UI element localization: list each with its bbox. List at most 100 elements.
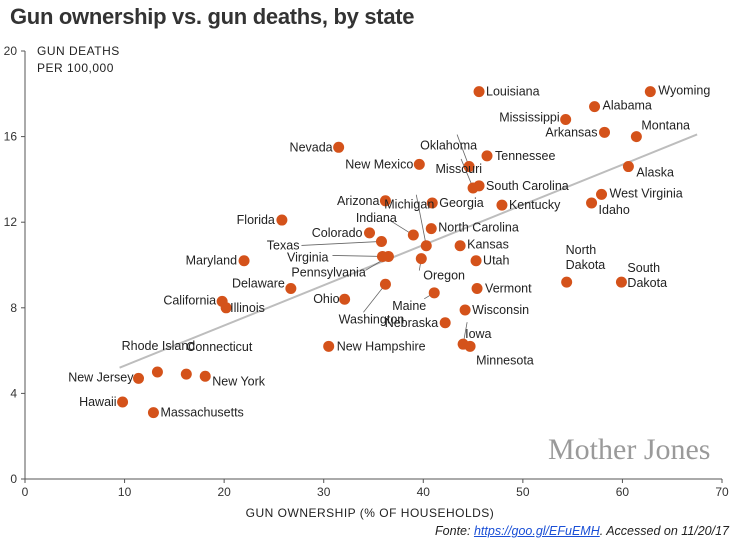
label-colorado: Colorado bbox=[312, 226, 363, 240]
label-oregon: Oregon bbox=[423, 269, 465, 283]
label-indiana: Indiana bbox=[356, 211, 397, 225]
y-axis-label: PER 100,000 bbox=[37, 61, 114, 75]
point-south-dakota bbox=[615, 276, 627, 288]
label-new-jersey: New Jersey bbox=[68, 370, 134, 384]
point-idaho bbox=[586, 197, 598, 209]
label-new-mexico: New Mexico bbox=[345, 157, 413, 171]
label-iowa: Iowa bbox=[465, 327, 491, 341]
leader-texas bbox=[301, 241, 382, 246]
point-north-carolina bbox=[425, 223, 437, 235]
label-massachusetts: Massachusetts bbox=[160, 406, 243, 420]
label-oklahoma: Oklahoma bbox=[420, 139, 477, 153]
leader-washington bbox=[363, 284, 386, 313]
label-tennessee: Tennessee bbox=[495, 149, 556, 163]
point-maine bbox=[428, 287, 440, 299]
label-west-virginia: West Virginia bbox=[610, 186, 683, 200]
point-illinois bbox=[220, 302, 232, 314]
label-ohio: Ohio bbox=[313, 292, 339, 306]
leader-oklahoma bbox=[456, 134, 470, 167]
point-alaska bbox=[622, 161, 634, 173]
point-new-jersey bbox=[133, 372, 145, 384]
point-mississippi bbox=[560, 113, 572, 125]
point-new-mexico bbox=[413, 158, 425, 170]
point-arizona bbox=[379, 195, 391, 207]
point-indiana bbox=[407, 229, 419, 241]
point-massachusetts bbox=[147, 407, 159, 419]
label-vermont: Vermont bbox=[485, 282, 532, 296]
point-wyoming bbox=[644, 86, 656, 98]
label-wisconsin: Wisconsin bbox=[472, 303, 529, 317]
point-west-virginia bbox=[596, 188, 608, 200]
label-georgia: Georgia bbox=[439, 196, 484, 210]
label-wyoming: Wyoming bbox=[658, 84, 710, 98]
point-vermont bbox=[471, 283, 483, 295]
y-axis-label: GUN DEATHS bbox=[37, 44, 120, 58]
y-tick-label: 16 bbox=[4, 130, 18, 144]
point-pennsylvania bbox=[382, 250, 394, 262]
label-arizona: Arizona bbox=[337, 194, 379, 208]
point-wisconsin bbox=[459, 304, 471, 316]
label-michigan: Michigan bbox=[384, 198, 434, 212]
label-maryland: Maryland bbox=[186, 254, 237, 268]
label-virginia: Virginia bbox=[287, 250, 329, 264]
x-tick-label: 10 bbox=[118, 485, 132, 499]
point-minnesota bbox=[464, 340, 476, 352]
point-tennessee bbox=[481, 150, 493, 162]
label-maine: Maine bbox=[392, 299, 426, 313]
x-tick-label: 60 bbox=[616, 485, 630, 499]
label-north-dakota: North Dakota bbox=[566, 243, 606, 272]
x-tick-label: 30 bbox=[317, 485, 331, 499]
point-georgia bbox=[426, 197, 438, 209]
label-rhode-island: Rhode Island bbox=[122, 339, 196, 353]
point-utah bbox=[470, 255, 482, 267]
watermark: Mother Jones bbox=[548, 433, 710, 466]
point-oregon bbox=[415, 253, 427, 265]
point-michigan bbox=[420, 240, 432, 252]
chart-title: Gun ownership vs. gun deaths, by state bbox=[10, 4, 415, 29]
label-louisiana: Louisiana bbox=[486, 85, 540, 99]
y-tick-label: 20 bbox=[4, 44, 18, 58]
label-connecticut: Connecticut bbox=[186, 340, 253, 354]
point-new-hampshire bbox=[323, 340, 335, 352]
point-texas bbox=[375, 235, 387, 247]
point-kentucky bbox=[496, 199, 508, 211]
label-kansas: Kansas bbox=[467, 238, 509, 252]
x-tick-label: 20 bbox=[217, 485, 231, 499]
point-south-carolina bbox=[473, 180, 485, 192]
label-washington: Washington bbox=[339, 312, 405, 326]
label-montana: Montana bbox=[641, 119, 690, 133]
label-illinois: Illinois bbox=[230, 301, 265, 315]
label-south-dakota: South Dakota bbox=[627, 261, 667, 290]
leader-virginia bbox=[332, 255, 383, 257]
label-pennsylvania: Pennsylvania bbox=[291, 265, 365, 279]
y-tick-label: 12 bbox=[4, 215, 18, 229]
y-tick-label: 4 bbox=[10, 386, 17, 400]
label-hawaii: Hawaii bbox=[79, 395, 117, 409]
label-arkansas: Arkansas bbox=[545, 125, 597, 139]
leader-michigan bbox=[415, 194, 427, 246]
point-new-york bbox=[199, 370, 211, 382]
point-north-dakota bbox=[561, 276, 573, 288]
source-prefix: Fonte: bbox=[435, 524, 474, 538]
label-kentucky: Kentucky bbox=[509, 198, 561, 212]
label-nevada: Nevada bbox=[290, 140, 333, 154]
x-tick-label: 40 bbox=[417, 485, 431, 499]
label-alabama: Alabama bbox=[603, 99, 652, 113]
label-utah: Utah bbox=[483, 254, 509, 268]
point-rhode-island bbox=[151, 366, 163, 378]
label-texas: Texas bbox=[267, 238, 300, 252]
label-idaho: Idaho bbox=[599, 203, 630, 217]
point-florida bbox=[276, 214, 288, 226]
source-note: Fonte: https://goo.gl/EFuEMH. Accessed o… bbox=[435, 524, 729, 538]
label-new-york: New York bbox=[212, 374, 266, 388]
trend-line bbox=[119, 133, 698, 369]
label-california: California bbox=[163, 293, 216, 307]
x-tick-label: 70 bbox=[715, 485, 729, 499]
point-kansas bbox=[454, 240, 466, 252]
source-link[interactable]: https://goo.gl/EFuEMH bbox=[473, 524, 600, 538]
point-alabama bbox=[589, 101, 601, 113]
point-louisiana bbox=[473, 86, 485, 98]
label-minnesota: Minnesota bbox=[476, 353, 534, 367]
point-delaware bbox=[285, 283, 297, 295]
